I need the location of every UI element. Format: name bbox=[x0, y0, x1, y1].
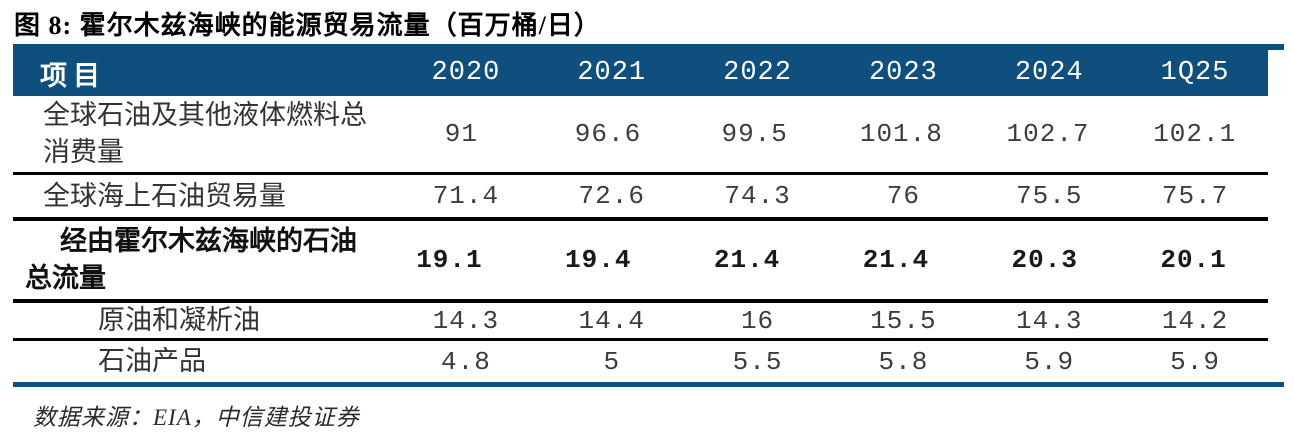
column-header-2022: 2022 bbox=[723, 58, 792, 88]
row-separator bbox=[13, 217, 1268, 221]
cell-value: 14.3 bbox=[1016, 305, 1083, 336]
cell-value: 99.5 bbox=[721, 119, 788, 149]
cell-value: 4.8 bbox=[441, 346, 491, 377]
cell-value: 14.3 bbox=[432, 305, 500, 336]
column-header-2021: 2021 bbox=[577, 58, 647, 88]
row-label: 原油和凝析油 bbox=[98, 305, 260, 335]
cell-value: 5.5 bbox=[732, 346, 783, 377]
row-separator bbox=[13, 338, 1268, 341]
table-row-total: 经由霍尔木兹海峡的石油总流量 19.1 19.4 21.4 21.4 20.3 … bbox=[13, 221, 1268, 299]
cell-value: 71.4 bbox=[432, 181, 500, 211]
cell-value: 19.1 bbox=[416, 245, 483, 275]
table-top-rule bbox=[13, 44, 1284, 50]
cell-value: 75.5 bbox=[1016, 181, 1083, 211]
cell-value: 20.1 bbox=[1160, 245, 1227, 275]
row-label: 经由霍尔木兹海峡的石油总流量 bbox=[25, 226, 357, 293]
table-row: 全球石油及其他液体燃料总消费量 91 96.6 99.5 101.8 102.7… bbox=[13, 96, 1268, 172]
row-label: 全球海上石油贸易量 bbox=[43, 180, 286, 211]
column-header-1q25: 1Q25 bbox=[1160, 58, 1230, 88]
row-label: 石油产品 bbox=[98, 346, 206, 376]
cell-value: 15.5 bbox=[870, 305, 937, 336]
cell-value: 5.8 bbox=[878, 346, 929, 377]
table-row: 石油产品 4.8 5 5.5 5.8 5.9 5.9 bbox=[13, 341, 1268, 382]
cell-value: 96.6 bbox=[574, 119, 642, 149]
cell-value: 16 bbox=[740, 305, 775, 336]
cell-value: 14.4 bbox=[578, 305, 645, 336]
data-table: 项目 2020 2021 2022 2023 2024 1Q25 全球石油及其他… bbox=[13, 44, 1284, 387]
cell-value: 72.6 bbox=[578, 181, 645, 211]
table-row: 全球海上石油贸易量 71.4 72.6 74.3 76 75.5 75.7 bbox=[13, 175, 1268, 217]
column-header-2020: 2020 bbox=[431, 58, 501, 88]
cell-value: 102.1 bbox=[1153, 119, 1237, 149]
cell-value: 21.4 bbox=[713, 245, 781, 275]
cell-value: 102.7 bbox=[1006, 119, 1090, 149]
cell-value: 20.3 bbox=[1011, 245, 1078, 275]
table-header-row: 项目 2020 2021 2022 2023 2024 1Q25 bbox=[13, 50, 1268, 96]
column-header-2024: 2024 bbox=[1014, 58, 1084, 88]
figure-title: 图 8: 霍尔木兹海峡的能源贸易流量（百万桶/日） bbox=[14, 11, 601, 40]
cell-value: 101.8 bbox=[859, 119, 943, 149]
cell-value: 5 bbox=[603, 346, 621, 377]
table-bottom-rule bbox=[13, 382, 1284, 387]
table-row: 原油和凝析油 14.3 14.4 16 15.5 14.3 14.2 bbox=[13, 303, 1268, 338]
cell-value: 76 bbox=[886, 181, 920, 211]
column-header-item: 项目 bbox=[40, 60, 106, 91]
cell-value: 21.4 bbox=[862, 245, 930, 275]
cell-value: 75.7 bbox=[1161, 181, 1229, 211]
cell-value: 14.2 bbox=[1161, 305, 1229, 336]
cell-value: 5.9 bbox=[1170, 346, 1220, 377]
column-header-2023: 2023 bbox=[868, 58, 938, 88]
data-source-note: 数据来源：EIA，中信建投证券 bbox=[33, 405, 360, 430]
row-separator bbox=[13, 299, 1268, 303]
cell-value: 5.9 bbox=[1024, 346, 1075, 377]
row-separator bbox=[13, 172, 1268, 175]
cell-value: 91 bbox=[444, 119, 478, 149]
cell-value: 74.3 bbox=[724, 181, 791, 211]
cell-value: 19.4 bbox=[565, 245, 632, 275]
row-label: 全球石油及其他液体燃料总消费量 bbox=[43, 100, 367, 167]
